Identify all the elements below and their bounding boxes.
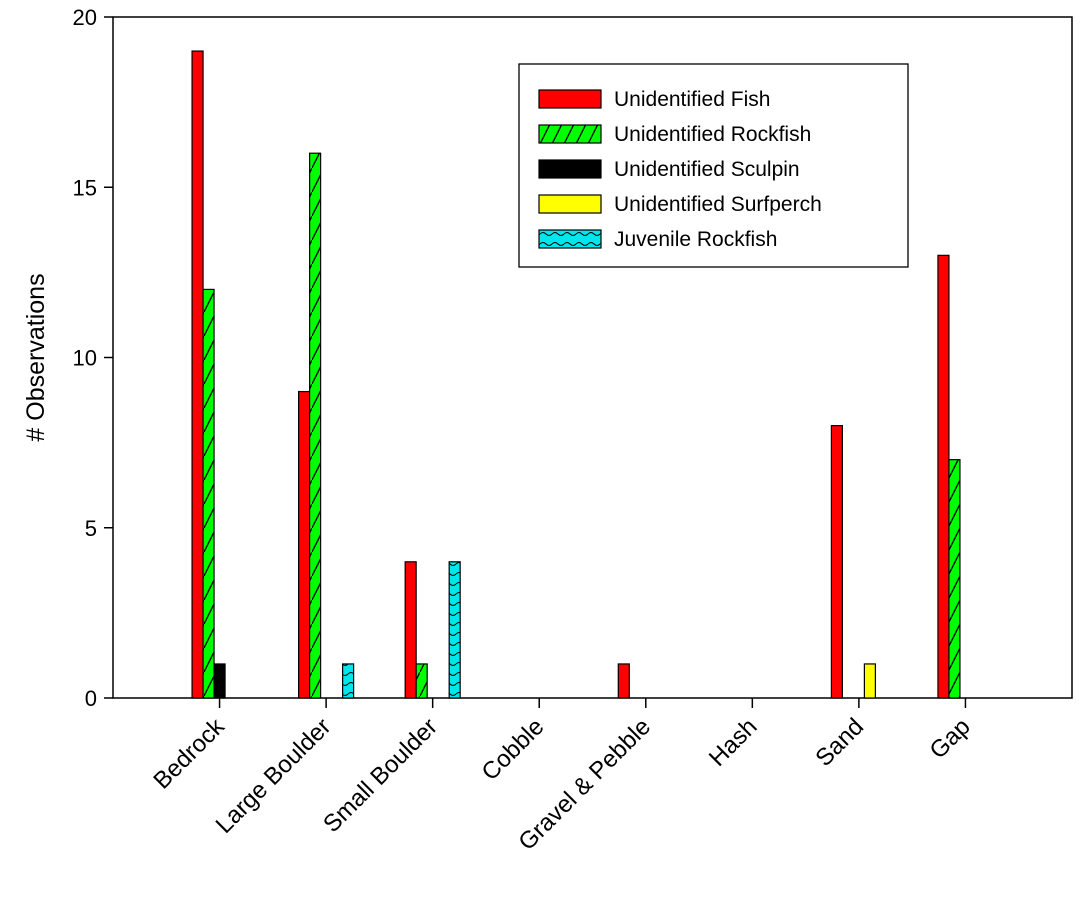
legend-label-unidentified-sculpin: Unidentified Sculpin xyxy=(614,158,800,181)
legend-swatch-unidentified-sculpin xyxy=(538,159,602,179)
bar-large-boulder-unidentified-fish xyxy=(298,390,311,699)
y-tick-label: 0 xyxy=(85,686,97,711)
legend-swatch-unidentified-surfperch xyxy=(538,194,602,214)
x-category-label-small-boulder: Small Boulder xyxy=(318,713,443,838)
bar-bedrock-unidentified-fish xyxy=(191,50,204,699)
bar-large-boulder-unidentified-rockfish xyxy=(309,152,322,699)
x-category-label-cobble: Cobble xyxy=(477,713,550,786)
bar-large-boulder-juvenile-rockfish xyxy=(342,663,355,699)
legend-label-juvenile-rockfish: Juvenile Rockfish xyxy=(614,228,777,251)
bar-small-boulder-unidentified-rockfish xyxy=(415,663,428,699)
legend-swatch-unidentified-rockfish xyxy=(538,124,602,144)
y-tick-label: 20 xyxy=(73,5,97,30)
bar-sand-unidentified-fish xyxy=(830,425,843,699)
legend-label-unidentified-rockfish: Unidentified Rockfish xyxy=(614,123,811,146)
x-category-label-gap: Gap xyxy=(925,713,976,764)
bar-bedrock-unidentified-sculpin xyxy=(213,663,226,699)
x-category-label-hash: Hash xyxy=(704,713,763,772)
bar-sand-unidentified-surfperch xyxy=(863,663,876,699)
y-tick-label: 10 xyxy=(73,346,97,371)
legend-label-unidentified-fish: Unidentified Fish xyxy=(614,88,770,111)
bar-bedrock-unidentified-rockfish xyxy=(202,288,215,699)
bar-gap-unidentified-fish xyxy=(937,254,950,699)
y-tick-label: 15 xyxy=(73,175,97,200)
legend-swatch-juvenile-rockfish xyxy=(538,229,602,249)
bar-small-boulder-unidentified-fish xyxy=(404,561,417,699)
bar-small-boulder-juvenile-rockfish xyxy=(448,561,461,699)
bar-gravel-and-pebble-unidentified-fish xyxy=(617,663,630,699)
legend-label-unidentified-surfperch: Unidentified Surfperch xyxy=(614,193,822,216)
bar-gap-unidentified-rockfish xyxy=(948,459,961,699)
y-tick-label: 5 xyxy=(85,516,97,541)
y-axis-title: # Observations xyxy=(22,273,50,441)
x-category-label-sand: Sand xyxy=(810,713,869,772)
x-category-label-bedrock: Bedrock xyxy=(148,712,230,794)
legend-swatch-unidentified-fish xyxy=(538,89,602,109)
